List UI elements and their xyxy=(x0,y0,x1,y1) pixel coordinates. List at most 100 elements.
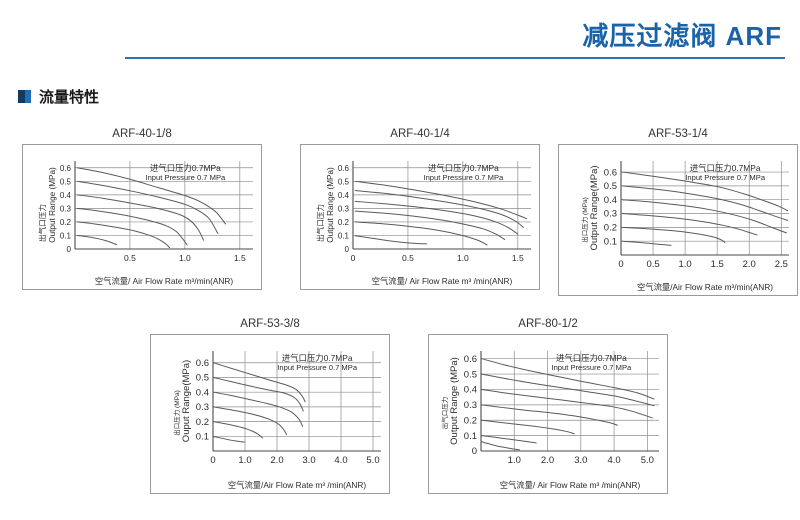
x-tick-label: 1.0 xyxy=(508,455,521,466)
data-curve xyxy=(481,404,618,426)
chart-title: ARF-53-1/4 xyxy=(648,128,708,140)
annotation-input-pressure-cn: 进气口压力0.7MPa xyxy=(428,163,499,173)
data-curve xyxy=(354,235,428,245)
y-tick-label: 0.4 xyxy=(196,387,209,398)
data-curve xyxy=(76,167,227,225)
y-tick-label: 0.4 xyxy=(464,385,477,396)
x-tick-label: 1.0 xyxy=(238,455,251,466)
data-curve xyxy=(354,190,524,228)
data-curve xyxy=(354,221,488,246)
y-tick-label: 0.6 xyxy=(604,167,617,178)
chart-block: ARF-40-1/4 0 0.1 0.2 0.3 0.4 0.5 0.6 0 0.5 1.0 1.5 空… xyxy=(300,128,540,290)
y-axis-label-cn: 出口压力 (MPa) xyxy=(172,390,181,436)
data-curve xyxy=(481,388,653,419)
annotation-input-pressure-en: Input Pressure 0.7 MPa xyxy=(423,173,504,182)
y-axis-label-en: Output Range (MPa) xyxy=(48,167,57,243)
x-tick-label: 2.0 xyxy=(541,455,554,466)
y-axis-label-en: Output Range (MPa) xyxy=(326,167,335,243)
data-curve xyxy=(213,436,245,443)
plot-area: 0 0.1 0.2 0.3 0.4 0.5 0.6 1.0 2.0 3.0 4.0 5.0 空气流量/ … xyxy=(440,351,659,490)
x-axis-caption: 空气流量/Air Flow Rate m³/min(ANR) xyxy=(637,282,773,292)
plot-area: 0.1 0.2 0.3 0.4 0.5 0.6 0 1.0 2.0 3.0 4.0 5.0 空气流量/A… xyxy=(172,351,381,490)
section-title: 流量特性 xyxy=(39,89,100,106)
data-curve xyxy=(213,362,306,403)
x-tick-label: 1.5 xyxy=(512,253,524,263)
data-curve xyxy=(76,180,219,234)
x-tick-label: 3.0 xyxy=(574,455,587,466)
data-curve xyxy=(621,171,789,212)
annotation-input-pressure-cn: 进气口压力0.7MPa xyxy=(282,353,353,363)
section-heading: 流量特性 xyxy=(18,86,99,107)
chart-title: ARF-40-1/8 xyxy=(112,128,172,140)
x-axis-caption: 空气流量/ Air Flow Rate m³ /min(ANR) xyxy=(500,480,641,490)
x-tick-label: 4.0 xyxy=(607,455,620,466)
data-curve xyxy=(76,194,205,241)
x-tick-label: 0 xyxy=(210,455,215,466)
data-curve xyxy=(354,200,519,235)
y-axis-label-cn: 出口压力 (MPa) xyxy=(580,197,589,243)
y-tick-label: 0.1 xyxy=(196,431,209,442)
chart-block: ARF-40-1/8 0 0.1 0.2 0.3 0.4 0.5 0.6 0.5 1.0 1.5 空气… xyxy=(22,128,262,290)
y-tick-label: 0.5 xyxy=(196,373,209,384)
y-tick-label: 0.5 xyxy=(464,369,477,380)
header-divider xyxy=(125,57,785,59)
data-curve xyxy=(621,240,672,246)
y-tick-label: 0.1 xyxy=(60,232,72,241)
x-tick-label: 5.0 xyxy=(366,455,379,466)
data-curve xyxy=(621,199,787,234)
data-curve xyxy=(481,441,520,451)
x-tick-label: 4.0 xyxy=(334,455,347,466)
y-tick-label: 0 xyxy=(67,245,72,254)
x-tick-label: 2.0 xyxy=(270,455,283,466)
page-title: 减压过滤阀 ARF xyxy=(582,21,782,51)
y-tick-label: 0.6 xyxy=(60,164,72,173)
y-tick-label: 0.6 xyxy=(196,358,209,369)
x-tick-label: 1.5 xyxy=(711,259,724,270)
data-curve xyxy=(354,210,506,241)
y-tick-label: 0.5 xyxy=(604,181,617,192)
y-axis-label-en: Ouput Range(MPa) xyxy=(181,360,192,442)
data-curve xyxy=(76,234,118,246)
x-axis-caption: 空气流量/ Air Flow Rate m³ /min(ANR) xyxy=(372,276,513,286)
y-tick-label: 0.3 xyxy=(60,205,72,214)
annotation-input-pressure-cn: 进气口压力0.7MPa xyxy=(556,353,627,363)
chart-frame: 0 0.1 0.2 0.3 0.4 0.5 0.6 0 0.5 1.0 1.5 空气流量/ Air F… xyxy=(300,144,540,290)
y-axis-label-en: Output Range(MPa) xyxy=(589,165,600,250)
x-tick-label: 5.0 xyxy=(641,455,654,466)
x-tick-label: 3.0 xyxy=(302,455,315,466)
y-tick-label: 0.2 xyxy=(604,223,617,234)
annotation-input-pressure-en: Input Pressure 0.7 MPa xyxy=(551,363,632,372)
x-tick-label: 2.0 xyxy=(743,259,756,270)
plot-area: 0.1 0.2 0.3 0.4 0.5 0.6 0 0.5 1.0 1.5 2.0 2.5 空气流量/A… xyxy=(580,161,789,292)
x-tick-label: 0.5 xyxy=(646,259,659,270)
chart-frame: 0 0.1 0.2 0.3 0.4 0.5 0.6 1.0 2.0 3.0 4.0 5.0 空气流量/ … xyxy=(428,334,668,494)
y-tick-label: 0.5 xyxy=(60,178,72,187)
x-axis-caption: 空气流量/Air Flow Rate m³ /min(ANR) xyxy=(228,480,367,490)
plot-area: 0 0.1 0.2 0.3 0.4 0.5 0.6 0 0.5 1.0 1.5 空气流量/ Air F… xyxy=(315,161,531,286)
data-curve xyxy=(213,376,304,412)
y-tick-label: 0.5 xyxy=(338,178,350,187)
data-curve xyxy=(76,221,170,249)
annotation-input-pressure-cn: 进气口压力0.7MPa xyxy=(150,163,221,173)
y-tick-label: 0.2 xyxy=(464,415,477,426)
annotation-input-pressure-cn: 进气口压力0.7MPa xyxy=(690,163,761,173)
x-tick-label: 2.5 xyxy=(775,259,788,270)
chart-block: ARF-53-3/8 0.1 0.2 0.3 0.4 0.5 0.6 0 1.0 2.0 3.0 4.… xyxy=(150,318,390,494)
y-axis-label-cn: 出气口压力 xyxy=(315,204,325,242)
y-axis-label-cn: 出气口压力 xyxy=(440,397,449,430)
data-curve xyxy=(213,406,288,436)
x-tick-label: 0 xyxy=(618,259,623,270)
y-tick-label: 0.4 xyxy=(604,195,617,206)
x-tick-label: 1.0 xyxy=(457,253,469,263)
annotation-input-pressure-en: Input Pressure 0.7 MPa xyxy=(277,363,358,372)
chart-title: ARF-80-1/2 xyxy=(518,318,578,330)
data-curve xyxy=(213,421,264,439)
data-curve xyxy=(481,373,655,407)
y-tick-label: 0.4 xyxy=(338,191,350,200)
data-curve xyxy=(213,391,304,427)
y-tick-label: 0.2 xyxy=(196,417,209,428)
data-curve xyxy=(76,207,188,246)
y-tick-label: 0.6 xyxy=(464,354,477,365)
chart-frame: 0.1 0.2 0.3 0.4 0.5 0.6 0 0.5 1.0 1.5 2.0 2.5 空气流量/A… xyxy=(558,144,798,296)
chart-title: ARF-40-1/4 xyxy=(390,128,450,140)
